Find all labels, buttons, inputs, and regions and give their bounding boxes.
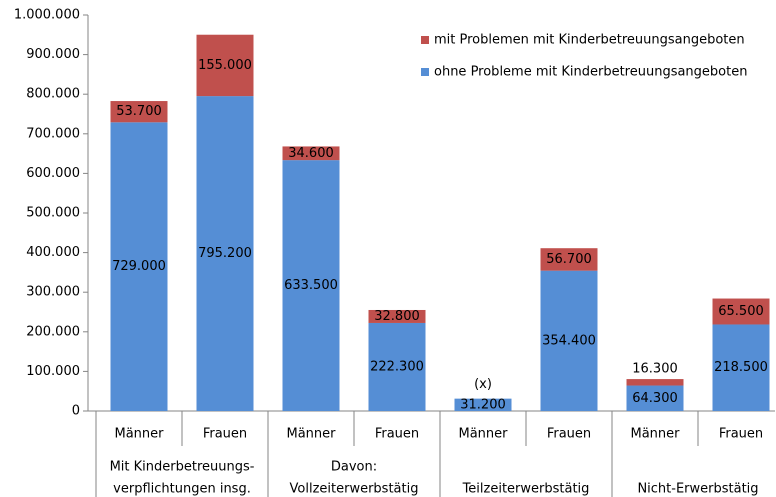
value-label: 64.300 bbox=[632, 391, 678, 406]
x-tick-label: Männer bbox=[286, 427, 336, 442]
bar bbox=[282, 146, 340, 161]
legend-label: mit Problemen mit Kinderbetreuungsangebo… bbox=[434, 33, 745, 48]
y-tick-label: 900.000 bbox=[26, 47, 80, 62]
x-tick-label: Frauen bbox=[547, 427, 591, 442]
value-label: 218.500 bbox=[714, 360, 768, 375]
group-label: Teilzeiterwerbstätig bbox=[462, 482, 590, 497]
value-label: 32.800 bbox=[374, 309, 420, 324]
y-tick-label: 600.000 bbox=[26, 166, 80, 181]
legend-swatch bbox=[421, 36, 429, 44]
value-label: 222.300 bbox=[370, 359, 424, 374]
y-tick-label: 300.000 bbox=[26, 285, 80, 300]
bar bbox=[110, 122, 168, 411]
bar bbox=[454, 398, 512, 411]
value-label: 31.200 bbox=[460, 397, 506, 412]
bar bbox=[712, 324, 770, 411]
group-label: Vollzeiterwerbstätig bbox=[290, 482, 419, 497]
value-label: 354.400 bbox=[542, 333, 596, 348]
bar bbox=[712, 298, 770, 325]
bar bbox=[368, 322, 426, 411]
x-tick-label: Frauen bbox=[375, 427, 419, 442]
value-label: 34.600 bbox=[288, 146, 334, 161]
group-label: verpflichtungen insg. bbox=[113, 482, 251, 497]
group-label: Davon: bbox=[331, 460, 377, 475]
legend-swatch bbox=[421, 68, 429, 76]
value-label: 16.300 bbox=[632, 362, 678, 377]
bar bbox=[110, 101, 168, 123]
bar bbox=[368, 309, 426, 323]
value-label: 633.500 bbox=[284, 278, 338, 293]
x-tick-label: Männer bbox=[630, 427, 680, 442]
x-tick-label: Frauen bbox=[203, 427, 247, 442]
x-tick-label: Frauen bbox=[719, 427, 763, 442]
y-tick-label: 400.000 bbox=[26, 245, 80, 260]
x-tick-label: Männer bbox=[458, 427, 508, 442]
bar bbox=[626, 379, 684, 386]
y-tick-label: 100.000 bbox=[26, 364, 80, 379]
x-tick-label: Männer bbox=[114, 427, 164, 442]
bar bbox=[196, 34, 254, 97]
y-tick-label: 500.000 bbox=[26, 206, 80, 221]
value-label: 65.500 bbox=[718, 304, 764, 319]
value-label: (x) bbox=[474, 377, 492, 392]
bar bbox=[282, 160, 340, 411]
y-tick-label: 700.000 bbox=[26, 126, 80, 141]
group-label: Nicht-Erwerbstätig bbox=[637, 482, 758, 497]
value-label: 155.000 bbox=[198, 58, 252, 73]
bar bbox=[540, 248, 598, 271]
y-tick-label: 800.000 bbox=[26, 87, 80, 102]
bar bbox=[626, 385, 684, 411]
value-label: 795.200 bbox=[198, 246, 252, 261]
bar bbox=[196, 96, 254, 411]
y-tick-label: 0 bbox=[72, 404, 80, 419]
value-label: 729.000 bbox=[112, 259, 166, 274]
legend-label: ohne Probleme mit Kinderbetreuungsangebo… bbox=[434, 65, 747, 80]
bar bbox=[540, 270, 598, 411]
y-tick-label: 1.000.000 bbox=[14, 8, 80, 23]
value-label: 56.700 bbox=[546, 252, 592, 267]
y-tick-label: 200.000 bbox=[26, 324, 80, 339]
group-label: Mit Kinderbetreuungs- bbox=[110, 460, 255, 475]
value-label: 53.700 bbox=[116, 104, 162, 119]
